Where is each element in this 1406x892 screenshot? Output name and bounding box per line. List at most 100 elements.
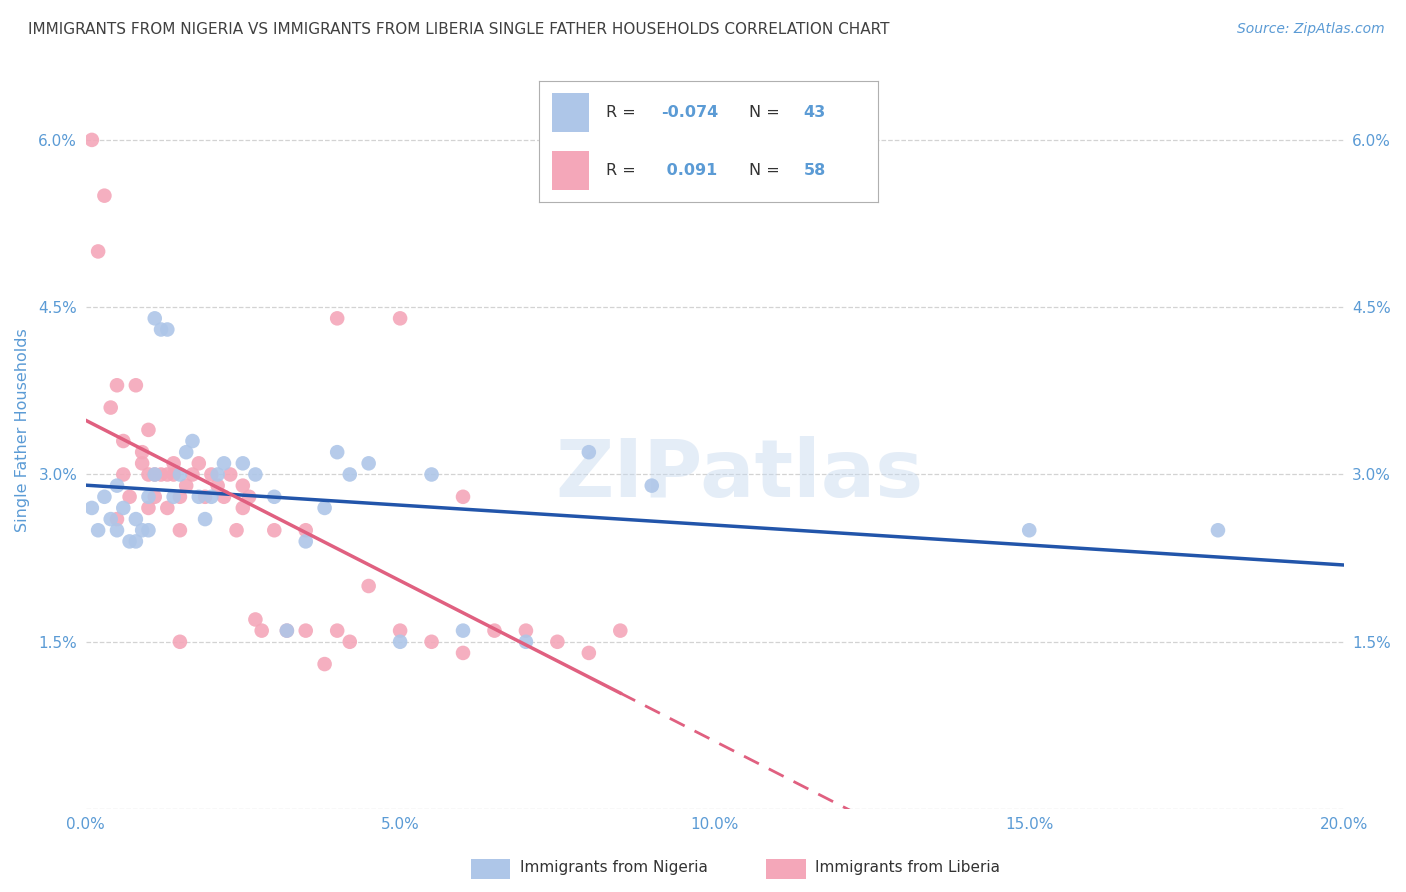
Point [93,188,115,202]
Text: ZIPatlas: ZIPatlas [555,436,924,515]
Point [187,490,209,504]
Point [187,456,209,470]
Point [200,490,222,504]
Point [112,467,135,482]
Point [162,490,184,504]
Point [131,445,153,459]
Point [125,534,148,549]
Point [100,512,122,526]
Point [515,634,537,648]
Point [131,456,153,470]
Point [174,445,197,459]
Point [451,490,474,504]
Point [578,445,600,459]
Point [238,490,260,504]
Point [181,434,204,448]
Point [112,500,135,515]
Point [162,467,184,482]
Point [169,490,191,504]
Point [314,500,336,515]
Point [207,478,229,492]
Point [150,467,173,482]
Point [578,646,600,660]
Point [125,378,148,392]
Point [200,467,222,482]
Point [194,512,217,526]
Point [314,657,336,671]
Point [357,579,380,593]
Point [232,456,254,470]
Point [80,500,103,515]
Point [138,490,160,504]
Point [263,490,285,504]
Point [93,490,115,504]
Point [276,624,298,638]
Point [389,311,412,326]
Point [150,322,173,336]
Point [339,634,361,648]
Point [181,467,204,482]
Point [326,445,349,459]
Point [118,534,141,549]
Point [451,624,474,638]
Point [1206,523,1229,537]
Point [105,523,128,537]
Point [156,467,179,482]
Point [420,467,443,482]
Point [326,624,349,638]
Point [357,456,380,470]
Text: Source: ZipAtlas.com: Source: ZipAtlas.com [1237,22,1385,37]
Point [245,612,267,626]
Point [169,634,191,648]
Point [276,624,298,638]
Point [451,646,474,660]
Point [118,490,141,504]
Point [143,467,166,482]
Point [156,322,179,336]
Point [326,311,349,326]
Point [169,523,191,537]
Point [1018,523,1040,537]
Text: IMMIGRANTS FROM NIGERIA VS IMMIGRANTS FROM LIBERIA SINGLE FATHER HOUSEHOLDS CORR: IMMIGRANTS FROM NIGERIA VS IMMIGRANTS FR… [28,22,890,37]
Point [212,456,235,470]
Point [484,624,506,638]
Point [420,634,443,648]
Point [138,423,160,437]
Point [87,244,110,259]
Point [389,634,412,648]
Point [245,467,267,482]
Point [131,523,153,537]
Point [87,523,110,537]
Point [162,456,184,470]
Text: Immigrants from Liberia: Immigrants from Liberia [815,860,1001,874]
Point [294,534,316,549]
Point [609,624,631,638]
Point [100,401,122,415]
Point [194,490,217,504]
Point [143,311,166,326]
Point [105,512,128,526]
Point [339,467,361,482]
Point [105,378,128,392]
Point [641,478,664,492]
Point [156,500,179,515]
Point [125,512,148,526]
Point [250,624,273,638]
Point [80,133,103,147]
Point [389,624,412,638]
Point [546,634,568,648]
Point [105,478,128,492]
Point [143,490,166,504]
Point [138,500,160,515]
Point [138,467,160,482]
Point [232,500,254,515]
Point [138,523,160,537]
Point [212,490,235,504]
Point [219,467,242,482]
Y-axis label: Single Father Households: Single Father Households [15,328,30,532]
Point [174,478,197,492]
Point [294,624,316,638]
Point [143,467,166,482]
Text: Immigrants from Nigeria: Immigrants from Nigeria [520,860,709,874]
Point [263,523,285,537]
